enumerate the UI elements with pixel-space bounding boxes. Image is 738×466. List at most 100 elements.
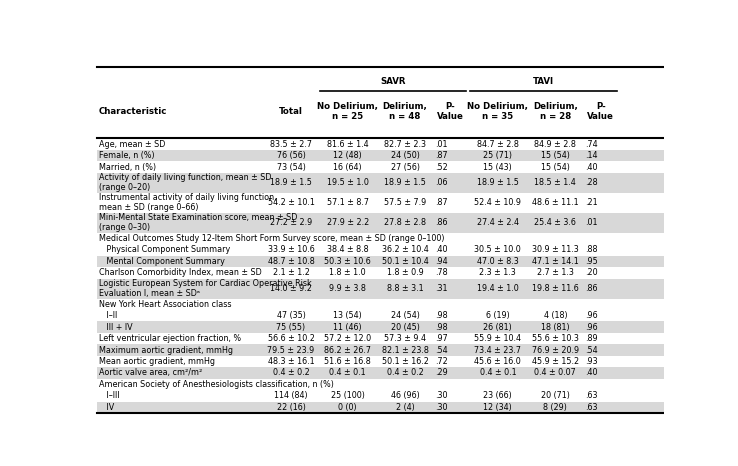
- Text: 18.9 ± 1.5: 18.9 ± 1.5: [270, 178, 312, 187]
- Text: Delirium,
n = 48: Delirium, n = 48: [383, 102, 427, 121]
- Text: 50.1 ± 16.2: 50.1 ± 16.2: [382, 357, 429, 366]
- Text: .78: .78: [435, 268, 448, 277]
- Text: .96: .96: [585, 322, 598, 332]
- Text: 22 (16): 22 (16): [277, 403, 306, 412]
- Text: 2.3 ± 1.3: 2.3 ± 1.3: [480, 268, 516, 277]
- Text: 18.5 ± 1.4: 18.5 ± 1.4: [534, 178, 576, 187]
- Text: 56.6 ± 10.2: 56.6 ± 10.2: [267, 334, 314, 343]
- Text: 8.8 ± 3.1: 8.8 ± 3.1: [387, 284, 424, 293]
- Text: 47.1 ± 14.1: 47.1 ± 14.1: [532, 257, 579, 266]
- Text: Activity of daily living function, mean ± SD
(range 0–20): Activity of daily living function, mean …: [99, 173, 271, 192]
- Text: 50.1 ± 10.4: 50.1 ± 10.4: [382, 257, 429, 266]
- Bar: [97, 344, 663, 356]
- Text: P-
Value: P- Value: [437, 102, 464, 121]
- Text: 20 (45): 20 (45): [390, 322, 420, 332]
- Text: 27.2 ± 2.9: 27.2 ± 2.9: [270, 218, 312, 227]
- Text: 45.6 ± 16.0: 45.6 ± 16.0: [475, 357, 521, 366]
- Text: 76 (56): 76 (56): [277, 151, 306, 160]
- Text: 57.3 ± 9.4: 57.3 ± 9.4: [384, 334, 426, 343]
- Text: 38.4 ± 8.8: 38.4 ± 8.8: [327, 246, 368, 254]
- Text: III + IV: III + IV: [99, 322, 132, 332]
- Text: 86.2 ± 26.7: 86.2 ± 26.7: [324, 346, 371, 355]
- Text: 57.1 ± 8.7: 57.1 ± 8.7: [327, 199, 369, 207]
- Text: Age, mean ± SD: Age, mean ± SD: [99, 140, 165, 149]
- Text: 82.1 ± 23.8: 82.1 ± 23.8: [382, 346, 429, 355]
- Text: 54.2 ± 10.1: 54.2 ± 10.1: [267, 199, 314, 207]
- Text: .06: .06: [435, 178, 448, 187]
- Text: .20: .20: [585, 268, 598, 277]
- Text: .54: .54: [585, 346, 598, 355]
- Text: .29: .29: [435, 369, 448, 377]
- Text: No Delirium,
n = 25: No Delirium, n = 25: [317, 102, 378, 121]
- Bar: [97, 402, 663, 413]
- Text: 26 (81): 26 (81): [483, 322, 512, 332]
- Bar: [97, 367, 663, 379]
- Text: 12 (34): 12 (34): [483, 403, 512, 412]
- Text: 15 (54): 15 (54): [541, 163, 570, 171]
- Text: Charlson Comorbidity Index, mean ± SD: Charlson Comorbidity Index, mean ± SD: [99, 268, 261, 277]
- Text: American Society of Anesthesiologists classification, n (%): American Society of Anesthesiologists cl…: [99, 380, 334, 389]
- Text: 13 (54): 13 (54): [334, 311, 362, 320]
- Text: 27.4 ± 2.4: 27.4 ± 2.4: [477, 218, 519, 227]
- Text: 25 (71): 25 (71): [483, 151, 512, 160]
- Text: 25.4 ± 3.6: 25.4 ± 3.6: [534, 218, 576, 227]
- Text: 16 (64): 16 (64): [334, 163, 362, 171]
- Text: 57.2 ± 12.0: 57.2 ± 12.0: [324, 334, 371, 343]
- Text: 0.4 ± 0.1: 0.4 ± 0.1: [480, 369, 516, 377]
- Text: 48.3 ± 16.1: 48.3 ± 16.1: [268, 357, 314, 366]
- Text: 19.5 ± 1.0: 19.5 ± 1.0: [327, 178, 368, 187]
- Text: I–II: I–II: [99, 311, 117, 320]
- Text: Physical Component Summary: Physical Component Summary: [99, 246, 230, 254]
- Text: 57.5 ± 7.9: 57.5 ± 7.9: [384, 199, 427, 207]
- Text: Total: Total: [279, 107, 303, 116]
- Text: .30: .30: [435, 391, 448, 400]
- Text: .86: .86: [435, 218, 448, 227]
- Text: 84.7 ± 2.8: 84.7 ± 2.8: [477, 140, 519, 149]
- Text: .14: .14: [585, 151, 598, 160]
- Text: 18.9 ± 1.5: 18.9 ± 1.5: [384, 178, 426, 187]
- Text: Aortic valve area, cm²/m²: Aortic valve area, cm²/m²: [99, 369, 201, 377]
- Text: 45.9 ± 15.2: 45.9 ± 15.2: [532, 357, 579, 366]
- Text: No Delirium,
n = 35: No Delirium, n = 35: [467, 102, 528, 121]
- Text: 24 (54): 24 (54): [390, 311, 420, 320]
- Text: Mini-Mental State Examination score, mean ± SD
(range 0–30): Mini-Mental State Examination score, mea…: [99, 213, 297, 233]
- Text: 2.1 ± 1.2: 2.1 ± 1.2: [272, 268, 309, 277]
- Text: 84.9 ± 2.8: 84.9 ± 2.8: [534, 140, 576, 149]
- Bar: [97, 213, 663, 233]
- Text: 50.3 ± 10.6: 50.3 ± 10.6: [324, 257, 371, 266]
- Text: .40: .40: [585, 163, 598, 171]
- Text: 76.9 ± 20.9: 76.9 ± 20.9: [532, 346, 579, 355]
- Text: 19.8 ± 11.6: 19.8 ± 11.6: [532, 284, 579, 293]
- Text: 0.4 ± 0.2: 0.4 ± 0.2: [272, 369, 309, 377]
- Text: .94: .94: [435, 257, 448, 266]
- Text: Delirium,
n = 28: Delirium, n = 28: [533, 102, 578, 121]
- Text: 73.4 ± 23.7: 73.4 ± 23.7: [475, 346, 521, 355]
- Text: 83.5 ± 2.7: 83.5 ± 2.7: [270, 140, 312, 149]
- Text: Married, n (%): Married, n (%): [99, 163, 156, 171]
- Text: 2 (4): 2 (4): [396, 403, 415, 412]
- Text: 55.9 ± 10.4: 55.9 ± 10.4: [475, 334, 521, 343]
- Text: 23 (66): 23 (66): [483, 391, 512, 400]
- Text: 4 (18): 4 (18): [544, 311, 568, 320]
- Text: 19.4 ± 1.0: 19.4 ± 1.0: [477, 284, 519, 293]
- Text: Mental Component Summary: Mental Component Summary: [99, 257, 224, 266]
- Text: 27 (56): 27 (56): [390, 163, 420, 171]
- Text: 82.7 ± 2.3: 82.7 ± 2.3: [384, 140, 426, 149]
- Text: Mean aortic gradient, mmHg: Mean aortic gradient, mmHg: [99, 357, 215, 366]
- Text: .21: .21: [585, 199, 598, 207]
- Text: 81.6 ± 1.4: 81.6 ± 1.4: [327, 140, 368, 149]
- Text: 14.0 ± 9.2: 14.0 ± 9.2: [270, 284, 312, 293]
- Text: 55.6 ± 10.3: 55.6 ± 10.3: [532, 334, 579, 343]
- Text: Female, n (%): Female, n (%): [99, 151, 154, 160]
- Text: .30: .30: [435, 403, 448, 412]
- Text: 15 (54): 15 (54): [541, 151, 570, 160]
- Text: 6 (19): 6 (19): [486, 311, 510, 320]
- Text: .54: .54: [435, 346, 448, 355]
- Text: 30.9 ± 11.3: 30.9 ± 11.3: [532, 246, 579, 254]
- Text: .40: .40: [435, 246, 448, 254]
- Text: .01: .01: [585, 218, 598, 227]
- Text: Left ventricular ejection fraction, %: Left ventricular ejection fraction, %: [99, 334, 241, 343]
- Text: 48.7 ± 10.8: 48.7 ± 10.8: [268, 257, 314, 266]
- Text: .98: .98: [435, 322, 448, 332]
- Text: .89: .89: [585, 334, 598, 343]
